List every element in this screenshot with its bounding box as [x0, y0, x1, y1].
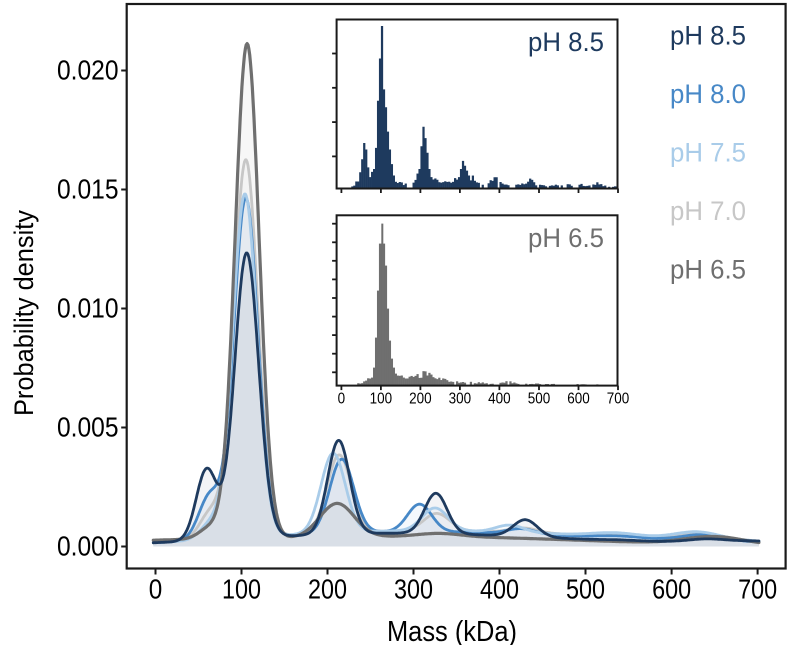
svg-text:700: 700 [738, 574, 777, 605]
svg-text:pH 7.0: pH 7.0 [670, 196, 746, 226]
svg-text:700: 700 [607, 391, 630, 408]
svg-text:pH 8.5: pH 8.5 [528, 27, 604, 57]
svg-text:0.005: 0.005 [57, 412, 119, 443]
svg-text:100: 100 [370, 391, 393, 408]
svg-text:Mass (kDa): Mass (kDa) [387, 616, 517, 645]
svg-text:pH 6.5: pH 6.5 [528, 223, 604, 253]
svg-text:600: 600 [567, 391, 590, 408]
svg-text:500: 500 [566, 574, 605, 605]
svg-text:0: 0 [149, 574, 163, 605]
svg-text:pH 6.5: pH 6.5 [670, 255, 746, 285]
svg-text:600: 600 [652, 574, 691, 605]
svg-text:0: 0 [338, 391, 346, 408]
svg-text:300: 300 [394, 574, 433, 605]
svg-text:400: 400 [488, 391, 511, 408]
svg-text:200: 200 [409, 391, 432, 408]
svg-text:100: 100 [222, 574, 261, 605]
svg-text:pH 7.5: pH 7.5 [670, 138, 746, 168]
svg-text:Probability density: Probability density [9, 210, 39, 416]
svg-text:0.015: 0.015 [57, 174, 119, 205]
svg-text:500: 500 [528, 391, 551, 408]
svg-text:0.010: 0.010 [57, 293, 119, 324]
svg-text:0.000: 0.000 [57, 531, 119, 562]
svg-text:300: 300 [449, 391, 472, 408]
svg-text:400: 400 [480, 574, 519, 605]
svg-text:0.020: 0.020 [57, 55, 119, 86]
svg-text:pH 8.5: pH 8.5 [670, 21, 746, 51]
svg-text:200: 200 [308, 574, 347, 605]
svg-text:pH 8.0: pH 8.0 [670, 79, 746, 109]
